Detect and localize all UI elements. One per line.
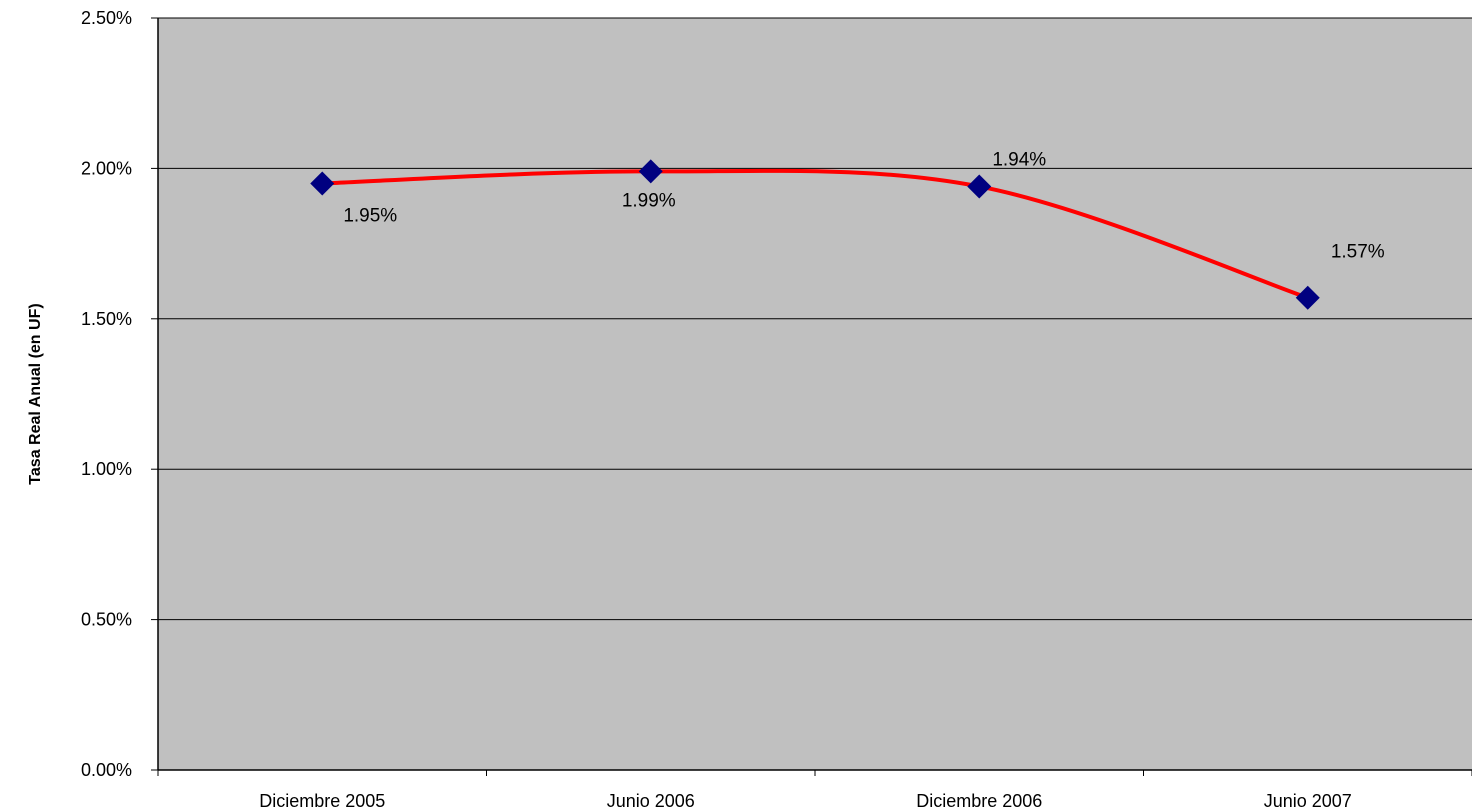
y-tick-label: 2.50% — [81, 8, 132, 28]
y-tick-label: 0.50% — [81, 610, 132, 630]
data-point — [310, 171, 335, 196]
data-labels: 1.95% 1.99% 1.94% 1.57% — [343, 149, 1384, 262]
x-tick-label: Junio 2007 — [1264, 791, 1352, 811]
data-label: 1.95% — [343, 205, 397, 226]
data-label: 1.99% — [622, 190, 676, 211]
y-tick-label: 1.50% — [81, 309, 132, 329]
plot-area — [158, 18, 1472, 770]
x-axis-ticks: Diciembre 2005 Junio 2006 Diciembre 2006 Ju… — [157, 770, 1472, 811]
data-point — [1295, 285, 1320, 310]
data-point — [638, 159, 663, 184]
data-markers — [310, 159, 1320, 310]
x-tick-label: Junio 2006 — [607, 791, 695, 811]
y-axis-title: Tasa Real Anual (en UF) — [27, 303, 44, 484]
y-tick-label: 2.00% — [81, 158, 132, 178]
gridlines — [158, 17, 1472, 621]
data-label: 1.94% — [992, 149, 1046, 170]
y-tick-label: 1.00% — [81, 459, 132, 479]
y-tick-label: 0.00% — [81, 760, 132, 780]
data-point — [967, 174, 992, 199]
data-label: 1.57% — [1331, 242, 1385, 263]
x-tick-label: Diciembre 2005 — [259, 791, 385, 811]
series-line — [322, 168, 1309, 300]
y-axis-ticks: 0.00% 0.50% 1.00% 1.50% 2.00% 2.50% — [81, 8, 158, 780]
x-tick-label: Diciembre 2006 — [916, 791, 1042, 811]
